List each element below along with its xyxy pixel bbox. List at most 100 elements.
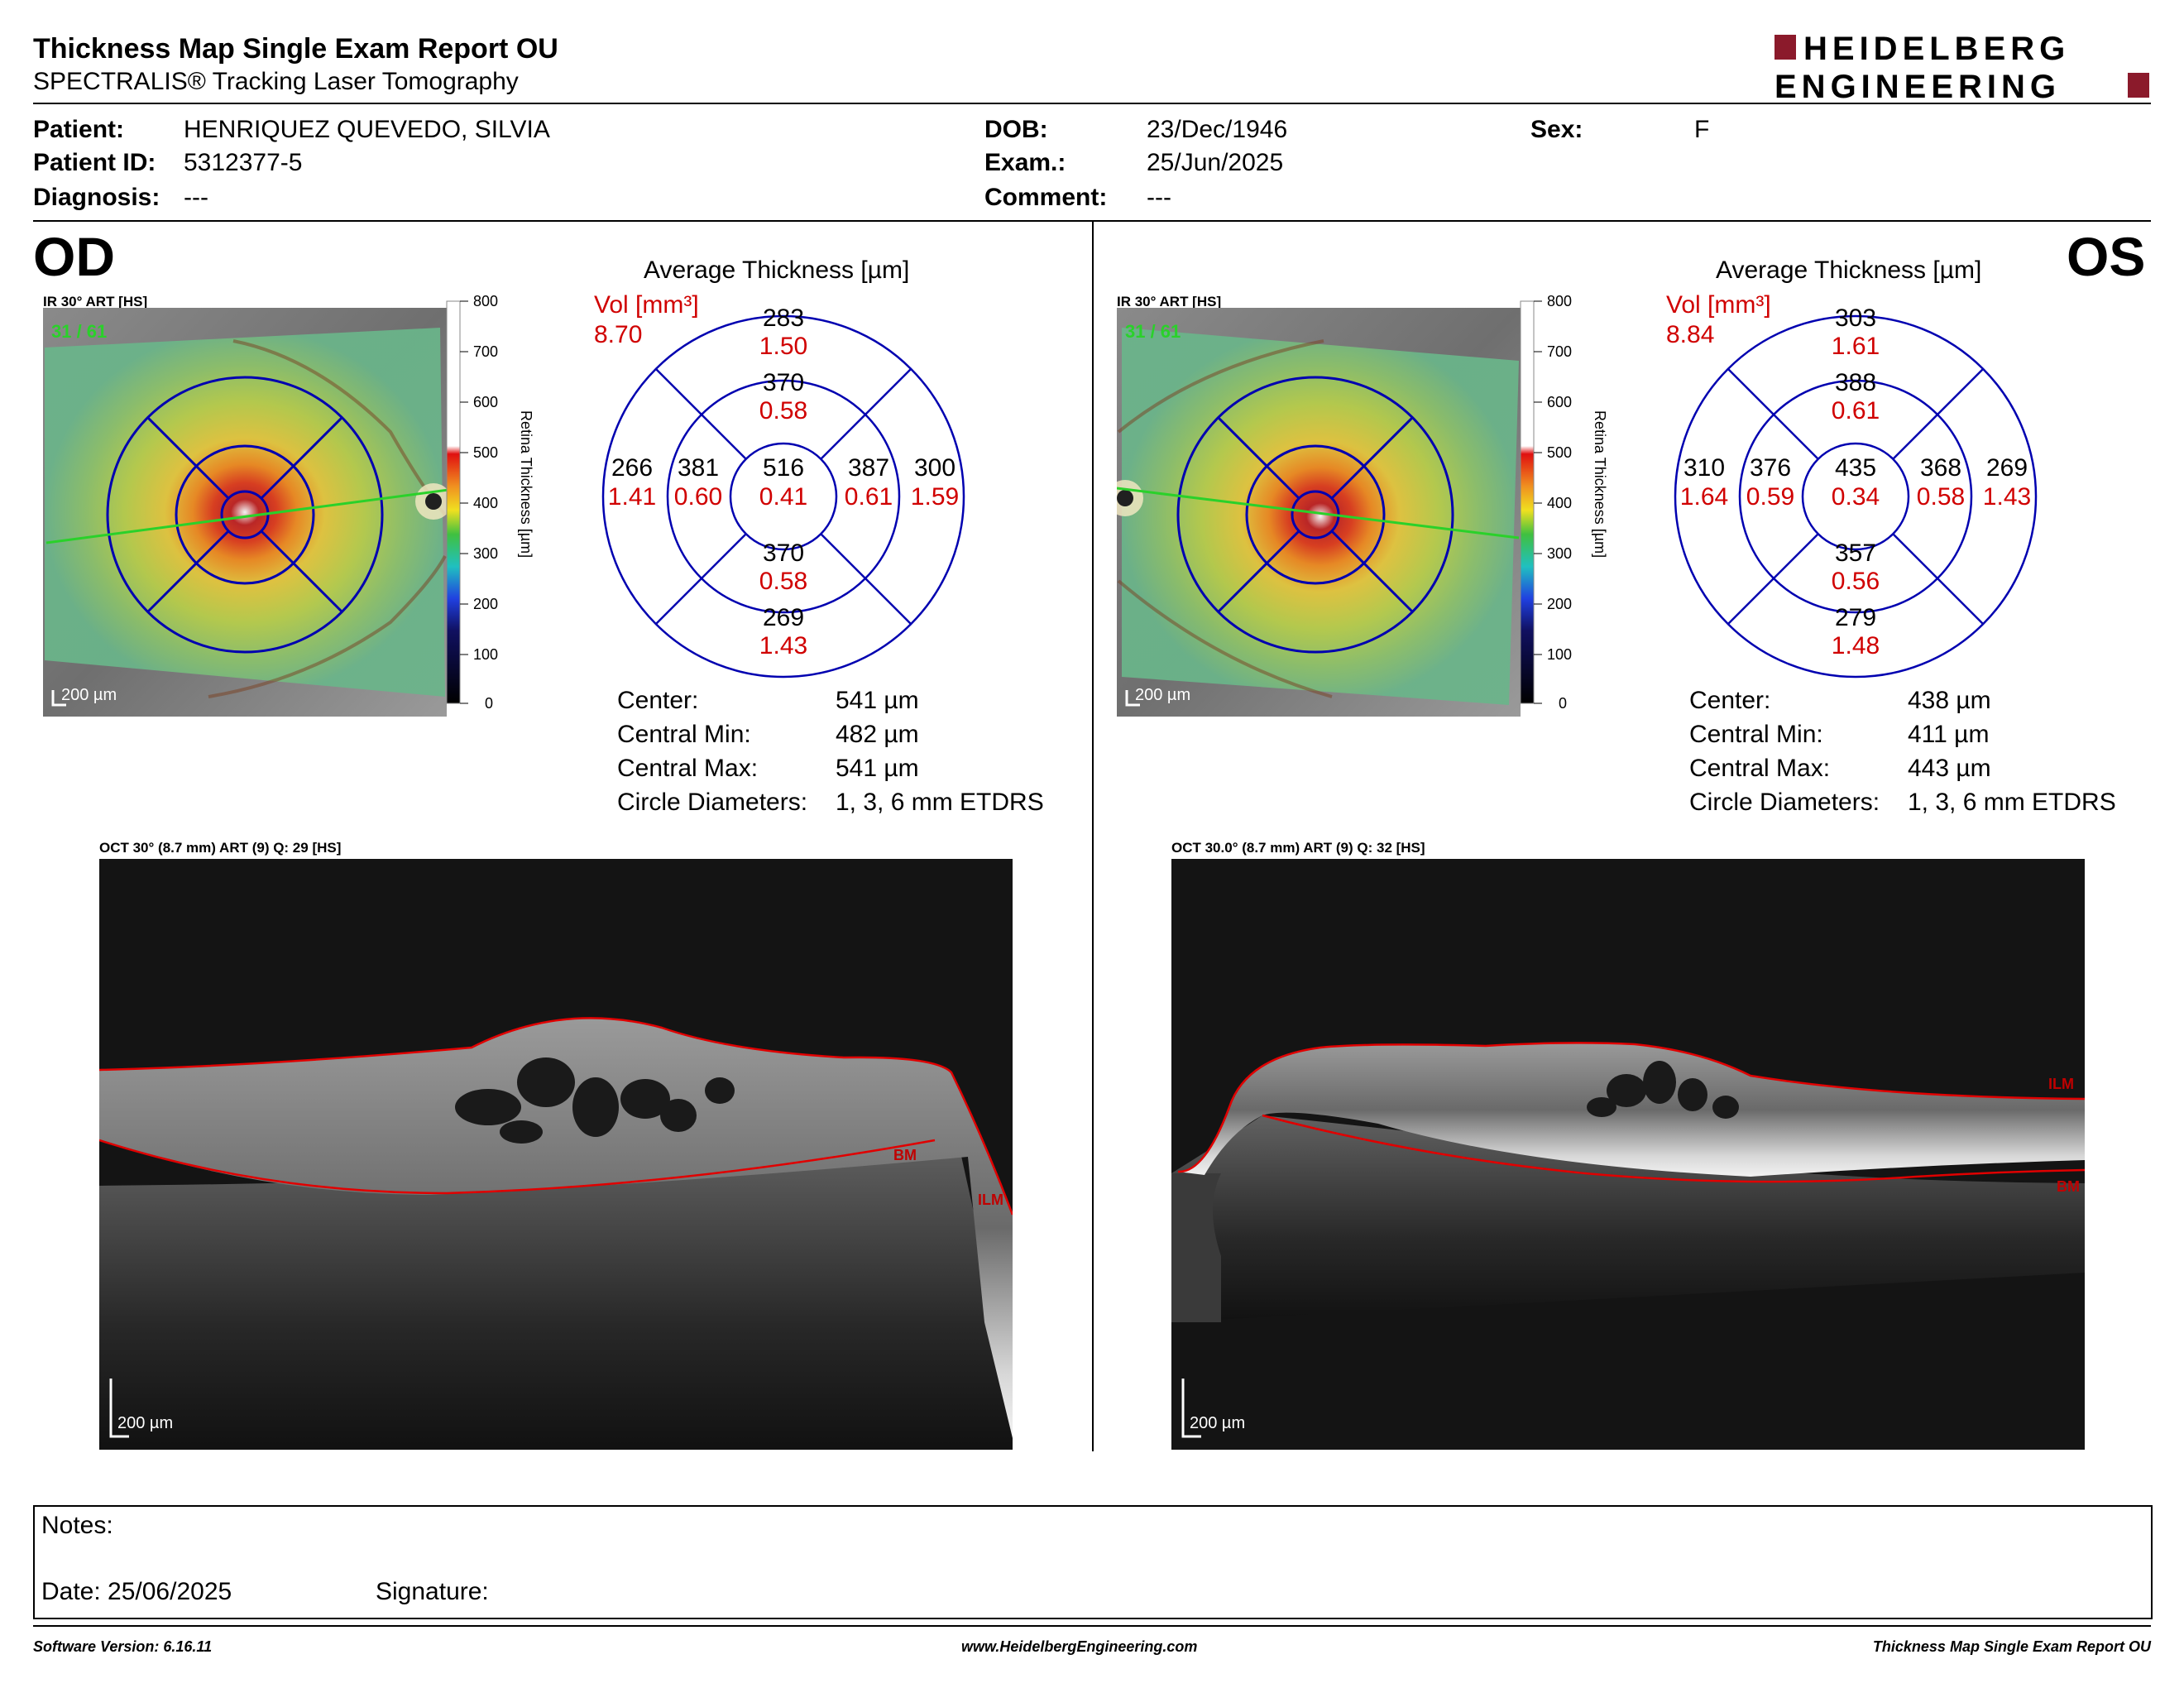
os-etdrs-grid: 303 1.61 388 0.61 310 1.64 376 0.59 435 … (1674, 305, 2038, 679)
svg-text:1.64: 1.64 (1680, 483, 1728, 511)
os-diam-value: 1, 3, 6 mm ETDRS (1908, 789, 2116, 816)
od-ir-label: IR 30° ART [HS] (43, 294, 148, 309)
od-oct-bscan: BM ILM 200 µm (99, 859, 1013, 1450)
svg-text:100: 100 (1547, 646, 1572, 663)
os-oct-bscan: ILM BM 200 µm (1171, 859, 2085, 1450)
od-center-value: 541 µm (836, 687, 919, 714)
os-cmin-value: 411 µm (1908, 721, 1990, 748)
od-ilm-label: ILM (978, 1192, 1003, 1208)
svg-text:283: 283 (763, 305, 804, 332)
diagnosis-label: Diagnosis: (33, 184, 160, 211)
svg-text:800: 800 (473, 295, 498, 309)
exam-value: 25/Jun/2025 (1147, 149, 1284, 176)
report-title: Thickness Map Single Exam Report OU (33, 33, 558, 65)
svg-text:516: 516 (763, 454, 804, 482)
patient-id: 5312377-5 (184, 149, 303, 176)
od-oct-label: OCT 30° (8.7 mm) ART (9) Q: 29 [HS] (99, 840, 342, 856)
svg-text:376: 376 (1750, 454, 1791, 482)
svg-text:0.58: 0.58 (759, 568, 807, 595)
os-map-scale: 200 µm (1135, 686, 1190, 704)
od-etdrs-grid: 283 1.50 370 0.58 266 1.41 381 0.60 516 … (601, 305, 965, 679)
svg-text:0.60: 0.60 (674, 483, 722, 511)
od-cmin-value: 482 µm (836, 721, 919, 748)
svg-text:600: 600 (1547, 394, 1572, 410)
svg-text:269: 269 (763, 604, 804, 631)
footer-divider (33, 1625, 2151, 1627)
svg-text:1.43: 1.43 (1983, 483, 2031, 511)
exam-label: Exam.: (984, 149, 1066, 176)
svg-text:0.58: 0.58 (1917, 483, 1965, 511)
os-ilm-label: ILM (2048, 1076, 2074, 1092)
svg-text:368: 368 (1920, 454, 1961, 482)
patient-divider (33, 220, 2151, 222)
svg-text:700: 700 (1547, 343, 1572, 360)
svg-text:370: 370 (763, 539, 804, 567)
svg-text:370: 370 (763, 369, 804, 396)
svg-text:1.41: 1.41 (608, 483, 656, 511)
svg-text:0.61: 0.61 (1832, 397, 1880, 424)
od-colorbar-label: Retina Thickness [µm] (518, 410, 534, 558)
od-avg-title: Average Thickness [µm] (644, 257, 910, 284)
svg-text:600: 600 (473, 394, 498, 410)
os-diam-label: Circle Diameters: (1689, 789, 1880, 816)
footer-report-title: Thickness Map Single Exam Report OU (1872, 1638, 2151, 1655)
notes-label: Notes: (41, 1512, 113, 1539)
report-subtitle: SPECTRALIS® Tracking Laser Tomography (33, 68, 519, 95)
svg-text:387: 387 (848, 454, 889, 482)
svg-text:1.59: 1.59 (911, 483, 959, 511)
logo-line1: HEIDELBERG (1803, 31, 2070, 67)
od-cmax-value: 541 µm (836, 755, 919, 782)
od-map-scale: 200 µm (61, 686, 117, 704)
patient-id-label: Patient ID: (33, 149, 156, 176)
dob-label: DOB: (984, 116, 1048, 143)
svg-text:303: 303 (1835, 305, 1876, 332)
os-cmax-value: 443 µm (1908, 755, 1991, 782)
od-bm-label: BM (893, 1147, 917, 1163)
svg-text:0.56: 0.56 (1832, 568, 1880, 595)
od-frame-counter: 31 / 61 (51, 321, 107, 342)
os-vol-label: Vol [mm³] (1666, 291, 1771, 319)
od-diam-value: 1, 3, 6 mm ETDRS (836, 789, 1044, 816)
svg-text:0.59: 0.59 (1746, 483, 1794, 511)
svg-text:0.58: 0.58 (759, 397, 807, 424)
os-frame-counter: 31 / 61 (1125, 321, 1181, 342)
svg-text:1.43: 1.43 (759, 632, 807, 659)
svg-text:300: 300 (914, 454, 956, 482)
od-cmin-label: Central Min: (617, 721, 751, 748)
svg-text:381: 381 (678, 454, 719, 482)
od-diam-label: Circle Diameters: (617, 789, 808, 816)
svg-text:0.61: 0.61 (845, 483, 893, 511)
os-center-value: 438 µm (1908, 687, 1991, 714)
diagnosis-value: --- (184, 184, 208, 211)
os-ir-label: IR 30° ART [HS] (1117, 294, 1222, 309)
svg-text:310: 310 (1684, 454, 1725, 482)
svg-text:100: 100 (473, 646, 498, 663)
os-cmin-label: Central Min: (1689, 721, 1823, 748)
svg-text:400: 400 (1547, 495, 1572, 511)
date-label: Date: 25/06/2025 (41, 1578, 232, 1605)
website-link[interactable]: www.HeidelbergEngineering.com (961, 1638, 1198, 1655)
svg-text:1.50: 1.50 (759, 333, 807, 360)
os-avg-title: Average Thickness [µm] (1716, 257, 1982, 284)
svg-text:300: 300 (1547, 545, 1572, 562)
os-colorbar-label: Retina Thickness [µm] (1592, 410, 1608, 558)
os-cmax-label: Central Max: (1689, 755, 1831, 782)
od-vol-value: 8.70 (594, 321, 643, 348)
eye-divider (1092, 222, 1094, 1451)
comment-value: --- (1147, 184, 1171, 211)
os-oct-scale: 200 µm (1190, 1414, 1245, 1432)
od-oct-scale: 200 µm (117, 1414, 173, 1432)
svg-text:0: 0 (1559, 695, 1567, 712)
os-bm-label: BM (2057, 1178, 2080, 1195)
svg-text:0: 0 (485, 695, 493, 712)
svg-text:1.48: 1.48 (1832, 632, 1880, 659)
svg-text:200: 200 (473, 596, 498, 612)
svg-text:800: 800 (1547, 295, 1572, 309)
od-vol-label: Vol [mm³] (594, 291, 699, 319)
notes-box[interactable]: Notes: Date: 25/06/2025 Signature: (33, 1505, 2153, 1619)
svg-text:300: 300 (473, 545, 498, 562)
comment-label: Comment: (984, 184, 1108, 211)
svg-text:700: 700 (473, 343, 498, 360)
os-colorbar: 800 700 600 500 400 300 200 100 0 Retina… (1520, 295, 1608, 712)
os-oct-label: OCT 30.0° (8.7 mm) ART (9) Q: 32 [HS] (1171, 840, 1425, 856)
